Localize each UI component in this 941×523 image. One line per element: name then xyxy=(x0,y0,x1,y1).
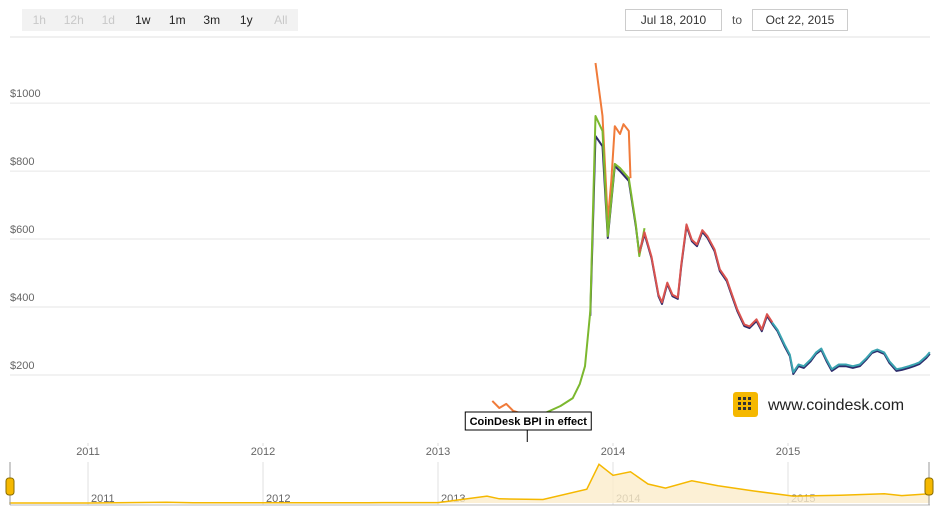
x-tick-label: 2012 xyxy=(251,446,275,458)
annotation-box xyxy=(464,411,592,431)
to-label: to xyxy=(732,13,743,27)
range-buttons: 1h 12h 1d 1w 1m 3m 1y All xyxy=(22,9,298,31)
range-button[interactable]: 1w xyxy=(135,13,151,27)
price-line xyxy=(530,115,646,418)
nav-tick-label: 2011 xyxy=(91,493,115,505)
y-tick-label: $400 xyxy=(10,292,34,304)
range-button: 1h xyxy=(32,13,46,27)
annotation: CoinDesk BPI in effect xyxy=(464,411,592,442)
price-line xyxy=(771,322,931,374)
price-line xyxy=(638,223,774,331)
from-date[interactable]: Jul 18, 2010 xyxy=(625,9,722,31)
y-tick-label: $200 xyxy=(10,360,34,372)
annotation-text: CoinDesk BPI in effect xyxy=(470,416,588,428)
range-button[interactable]: 1y xyxy=(239,13,253,27)
x-tick-label: 2011 xyxy=(76,446,100,458)
y-tick-label: $800 xyxy=(10,156,34,168)
price-line xyxy=(491,62,632,415)
to-date[interactable]: Oct 22, 2015 xyxy=(752,9,848,31)
handle-grip xyxy=(5,477,15,496)
logo-dots xyxy=(738,397,751,410)
range-button[interactable]: 1m xyxy=(168,13,186,27)
nav-line xyxy=(9,463,930,504)
handle-grip xyxy=(924,477,934,496)
nav-handle[interactable] xyxy=(5,462,15,505)
x-tick-label: 2014 xyxy=(601,446,625,458)
nav-handle[interactable] xyxy=(924,462,934,505)
watermark: www.coindesk.com xyxy=(767,397,904,414)
nav-tick-label: 2012 xyxy=(266,493,290,505)
range-button: All xyxy=(274,13,288,27)
x-tick-label: 2013 xyxy=(426,446,450,458)
range-button[interactable]: 3m xyxy=(203,13,221,27)
y-tick-label: $1000 xyxy=(10,88,41,100)
nav-area xyxy=(9,464,930,503)
range-button: 12h xyxy=(63,13,84,27)
range-button: 1d xyxy=(101,13,115,27)
x-tick-label: 2015 xyxy=(776,446,800,458)
y-tick-label: $600 xyxy=(10,224,34,236)
price-line xyxy=(589,135,931,375)
